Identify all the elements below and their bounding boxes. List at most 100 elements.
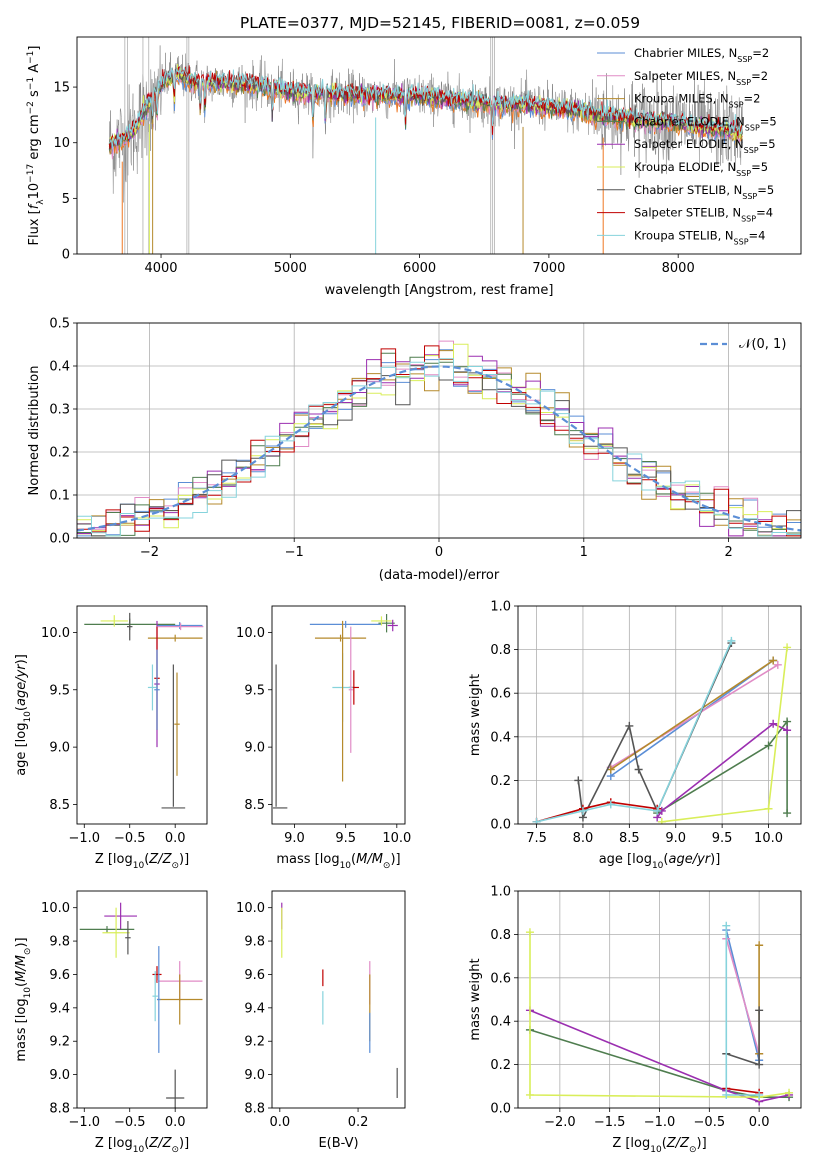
weight-series [726, 1087, 760, 1094]
weight-marker [764, 804, 773, 813]
y-tick-label: 0.2 [490, 1058, 511, 1073]
y-tick-label: 10 [53, 136, 70, 151]
y-tick-label: 10.0 [41, 901, 70, 916]
weight-series [725, 938, 760, 1055]
data-point [309, 620, 382, 628]
label-part: )] [697, 1136, 707, 1151]
x-tick-label: 10.0 [382, 831, 411, 846]
data-point [166, 1069, 185, 1108]
panel-age_vs_mass: 9.0 9.5 10.0 8.5 9.0 9.5 10.0 mass [log10(M/M⊙)… [236, 605, 411, 871]
label-part: )] [179, 852, 189, 867]
legend-tail: =2 [751, 69, 768, 83]
x-tick-label: 4000 [144, 261, 177, 276]
weight-marker [578, 806, 587, 815]
x-tick-label: 9.0 [284, 831, 305, 846]
label-part: −2 [26, 101, 36, 114]
y-tick-label: 0.6 [490, 971, 511, 986]
legend-sub: SSP [736, 169, 751, 178]
y-tick-label: 9.5 [49, 683, 70, 698]
label-part: 10 [23, 987, 33, 999]
y-tick-label: 0.5 [49, 317, 70, 332]
x-tick-label: −2 [140, 545, 159, 560]
label-part: ⊙ [171, 861, 179, 871]
data-point [125, 921, 131, 955]
weight-series [610, 659, 774, 771]
plot-area [79, 902, 203, 1108]
y-tick-label: 9.4 [244, 1001, 265, 1016]
label-part: mass [log [14, 998, 29, 1061]
label-part: ( [144, 1136, 149, 1151]
data-point [152, 971, 158, 1022]
label-part: A [27, 64, 42, 77]
legend-sub: SSP [737, 55, 752, 64]
label-part: Z/Z [666, 1136, 690, 1151]
label-part: ⊙ [171, 1145, 179, 1155]
label-part: Flux [ [27, 209, 42, 245]
panel-mass_vs_Z: −1.0 −0.5 0.08.89.09.29.49.69.810.0Z [log1… [14, 890, 208, 1155]
y-tick-label: 0.8 [490, 643, 511, 658]
x-tick-label: −1.0 [68, 1115, 100, 1130]
x-tick-label: 0.0 [165, 831, 186, 846]
label-part: age [log [14, 723, 29, 776]
legend-label: Kroupa STELIB, NSSP=4 [634, 228, 765, 246]
panel-residual_hist: −2 −1 0 1 2 0.0 0.1 0.2 0.3 0.4 0.5 𝒩(0, 1) (data-mo… [27, 317, 802, 583]
legend-label: Salpeter MILES, NSSP=2 [634, 69, 768, 87]
legend-label: 𝒩(0, 1) [739, 337, 786, 352]
x-tick-label: 9.5 [335, 831, 356, 846]
axes-frame [271, 605, 406, 825]
data-point [79, 926, 135, 933]
y-axis-label: mass weight [468, 674, 483, 756]
label-part: erg cm [27, 114, 42, 163]
legend-sub: SSP [745, 123, 760, 132]
weight-marker [525, 1090, 534, 1099]
data-point [147, 634, 203, 642]
plot-area [273, 614, 398, 809]
y-tick-label: 8.5 [49, 798, 70, 813]
weight-marker [722, 921, 731, 930]
label-part: ⊙ [23, 948, 33, 956]
y-axis-label: age [log10(age/yr)] [14, 654, 33, 776]
label-part: −17 [26, 164, 36, 183]
weight-marker [532, 817, 541, 824]
data-point [387, 619, 398, 632]
y-tick-label: 9.0 [49, 741, 70, 756]
y-tick-label: 1.0 [490, 885, 511, 900]
plot-area [281, 902, 398, 1098]
legend-sub: SSP [736, 77, 751, 86]
weight-marker [722, 1090, 731, 1099]
weight-marker [783, 809, 792, 818]
panel-weight_vs_Z: −2.0 −1.5 −1.0 −0.5 0.0 0.0 0.2 0.4 0.6 0.8 1.0 Z [… [468, 885, 802, 1155]
x-tick-label: 8000 [662, 261, 695, 276]
data-point [174, 672, 180, 776]
x-tick-label: −0.5 [114, 831, 146, 846]
panel-mass_vs_EBV: 0.0 0.2 8.8 9.0 9.2 9.4 9.6 9.8 10.0 [236, 890, 406, 1130]
legend-tail: =5 [757, 183, 774, 197]
x-tick-label: 8.5 [619, 831, 640, 846]
label-part: ⊙ [689, 1145, 697, 1155]
axes-frame [76, 605, 208, 825]
x-axis-label: age [log10(age/yr)] [599, 852, 721, 871]
y-tick-label: 15 [53, 81, 70, 96]
y-tick-label: 9.0 [244, 1068, 265, 1083]
legend-text: Kroupa STELIB, N [634, 228, 734, 242]
label-part: age [log [599, 852, 652, 867]
x-tick-label: 0.0 [165, 1115, 186, 1130]
label-part: Z [log [95, 852, 133, 867]
legend-text: Kroupa ELODIE, N [634, 160, 736, 174]
label-part: 10 [27, 183, 42, 200]
legend-tail: =5 [751, 160, 768, 174]
weight-marker [783, 717, 792, 726]
label-part: λ [36, 199, 46, 205]
weight-marker [755, 1060, 764, 1069]
label-part: M/M [14, 955, 29, 982]
axes-frame [76, 36, 802, 255]
legend-label: Salpeter ELODIE, NSSP=5 [634, 137, 776, 155]
x-tick-label: 2 [724, 545, 732, 560]
weight-marker [657, 817, 666, 824]
data-point [157, 623, 204, 631]
x-tick-label: 9.5 [712, 831, 733, 846]
legend-label: Kroupa ELODIE, NSSP=5 [634, 160, 768, 178]
data-point [348, 626, 353, 753]
plot-area [108, 37, 743, 254]
